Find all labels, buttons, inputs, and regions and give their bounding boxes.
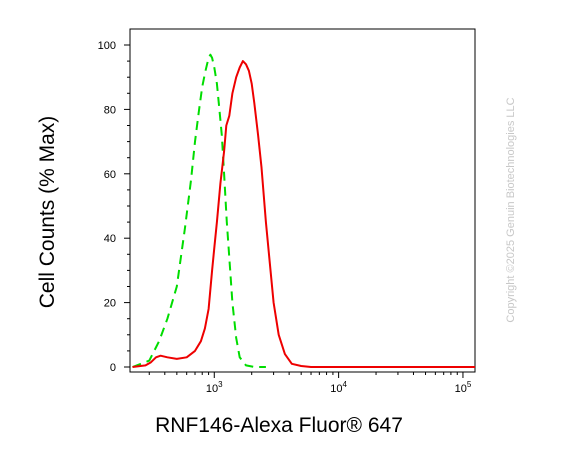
y-tick-label: 100	[98, 40, 116, 52]
plot-frame	[129, 28, 476, 373]
y-tick-label: 80	[104, 104, 116, 116]
y-axis-ticks: 0 20 40 60 80 100	[98, 40, 130, 374]
watermark-text: Copyright ©2025 Genuin Biotechnologies L…	[505, 97, 517, 323]
solid-histogram-line	[132, 60, 475, 368]
x-axis-label: RNF146-Alexa Fluor® 647	[155, 414, 403, 437]
x-tick-label: 105	[455, 380, 472, 395]
y-axis-label: Cell Counts (% Max)	[36, 116, 59, 309]
x-tick-label: 104	[330, 380, 347, 395]
y-tick-label: 40	[104, 233, 116, 245]
x-tick-label: 103	[206, 380, 223, 395]
histogram-series	[132, 53, 475, 368]
y-tick-label: 0	[110, 362, 116, 374]
dashed-histogram-line	[132, 53, 266, 368]
y-tick-label: 60	[104, 169, 116, 181]
x-axis-ticks: 103 104 105	[148, 372, 472, 395]
y-tick-label: 20	[104, 298, 116, 310]
